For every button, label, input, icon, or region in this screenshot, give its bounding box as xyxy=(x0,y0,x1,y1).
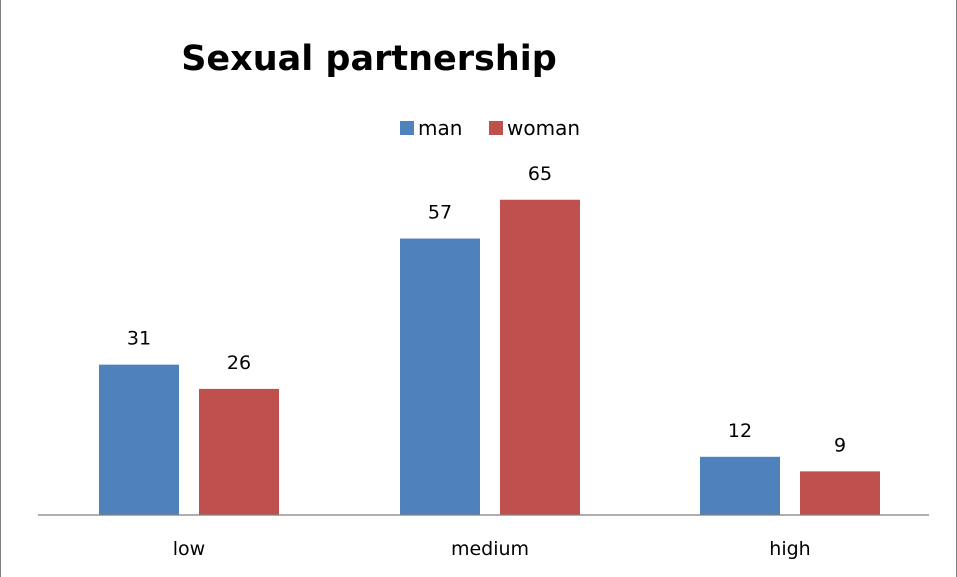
data-label-man-high: 12 xyxy=(728,420,752,442)
legend: man woman xyxy=(400,116,580,140)
legend-swatch-man xyxy=(400,121,414,135)
chart-title: Sexual partnership xyxy=(181,39,557,79)
data-labels-group: 31 26 57 65 12 9 xyxy=(127,163,846,457)
legend-label-woman: woman xyxy=(507,116,580,140)
legend-label-man: man xyxy=(418,116,462,140)
legend-swatch-woman xyxy=(489,121,503,135)
legend-item-woman: woman xyxy=(489,116,580,140)
bar-woman-high xyxy=(800,471,880,515)
bar-man-medium xyxy=(400,238,480,516)
bar-man-high xyxy=(700,456,780,515)
legend-item-man: man xyxy=(400,116,462,140)
data-label-man-low: 31 xyxy=(127,328,151,350)
bar-woman-medium xyxy=(500,199,580,515)
data-label-woman-low: 26 xyxy=(227,352,251,374)
bar-man-low xyxy=(99,364,179,515)
data-label-man-medium: 57 xyxy=(428,202,452,224)
bars-group xyxy=(99,199,880,516)
category-label-high: high xyxy=(769,538,810,560)
category-label-medium: medium xyxy=(451,538,529,560)
category-labels-group: low medium high xyxy=(173,538,811,560)
bar-woman-low xyxy=(199,388,279,515)
category-label-low: low xyxy=(173,538,205,560)
data-label-woman-medium: 65 xyxy=(528,163,552,185)
data-label-woman-high: 9 xyxy=(834,434,846,456)
